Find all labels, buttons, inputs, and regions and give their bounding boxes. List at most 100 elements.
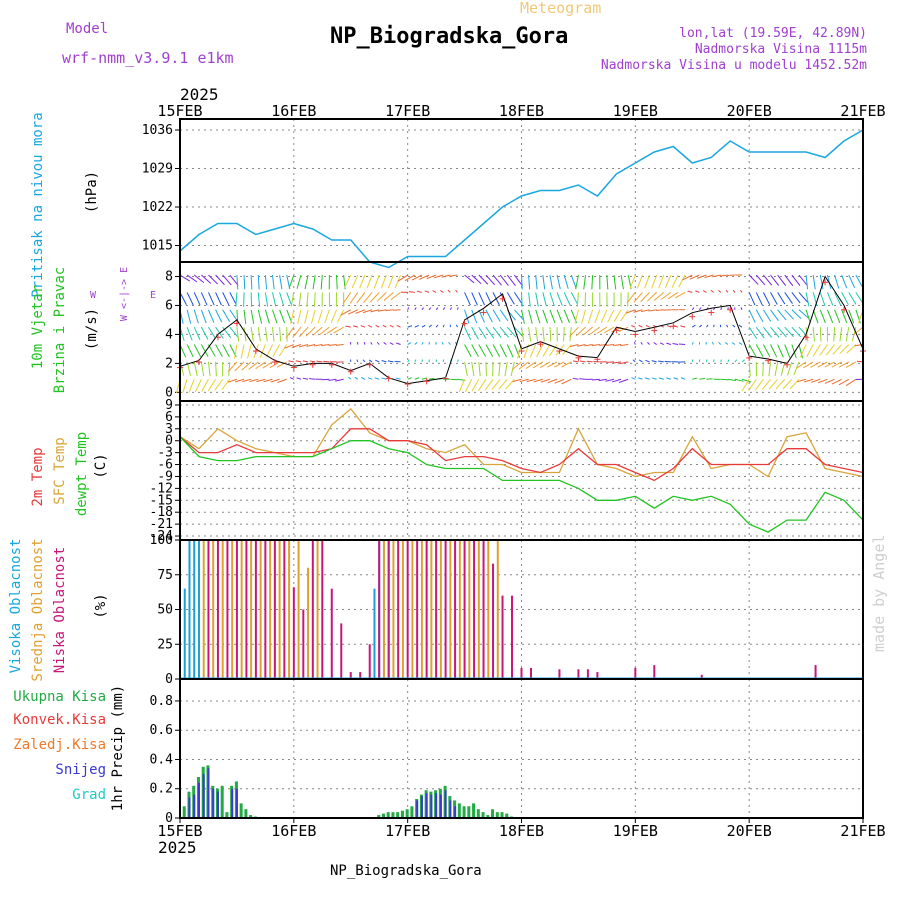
- wind-vector: [369, 360, 372, 362]
- wind-vector: [478, 379, 485, 390]
- wind-vector: [360, 275, 365, 288]
- pressure-ytick-label: 1015: [142, 239, 173, 254]
- wind-vector: [507, 292, 514, 304]
- wind-vector: [194, 292, 200, 305]
- wind-vector: [390, 343, 393, 345]
- precip-bar-snow: [203, 774, 205, 818]
- wind-vector: [712, 342, 713, 344]
- precip-ytick-label: 0.2: [150, 782, 173, 797]
- x-bottom-label: 21FEB: [840, 822, 885, 840]
- wind-vector: [595, 310, 600, 323]
- wind-vector: [585, 292, 586, 306]
- wind-vector: [350, 292, 358, 303]
- precip-bar-snow: [440, 795, 442, 818]
- footer-station: NP_Biogradska_Gora: [330, 863, 482, 879]
- cloud-ylabel-3: Niska Oblacnost: [52, 547, 68, 673]
- wind-vector: [536, 310, 540, 324]
- wind-vector: [827, 310, 832, 323]
- wind-vector: [564, 327, 565, 341]
- wind-vector: [699, 308, 701, 310]
- wind-vector: [756, 327, 764, 338]
- wind-vector: [771, 327, 780, 337]
- wind-vector: [726, 325, 727, 327]
- wind-vector: [792, 292, 800, 303]
- wind-vector: [692, 342, 693, 344]
- wind-vector: [216, 310, 222, 322]
- wind-vector: [601, 310, 607, 323]
- cloud-unit: (%): [93, 593, 109, 618]
- wind-vector: [536, 292, 539, 306]
- wind-vector: [465, 327, 471, 340]
- wind-vector: [388, 361, 393, 362]
- wind-vector: [390, 325, 394, 327]
- wind-vector: [778, 345, 784, 358]
- wind-vector: [645, 275, 650, 288]
- wind-vector: [763, 292, 769, 304]
- wind-vector: [575, 310, 578, 324]
- wind-vector: [778, 327, 787, 337]
- wind-vector: [637, 275, 642, 288]
- wind-vector: [280, 310, 285, 323]
- wind-vector: [258, 292, 259, 306]
- wind-vector: [749, 362, 750, 376]
- wind-vector: [692, 360, 693, 362]
- wind-vector: [486, 345, 493, 357]
- wind-vector: [692, 325, 695, 327]
- wind-vector: [422, 325, 425, 327]
- model-label: Model: [66, 21, 108, 37]
- wind-vector: [456, 290, 458, 292]
- wind-unit: (m/s): [84, 308, 100, 350]
- wind-vector: [443, 325, 444, 327]
- wind-vector: [408, 307, 409, 309]
- x-top-label: 19FEB: [613, 102, 658, 120]
- wind-vector: [537, 345, 543, 357]
- wind-vector: [628, 292, 629, 306]
- pressure-ylabel: Pritisak na nivou mora: [30, 112, 46, 297]
- precip-legend-frz: Zaledj.Kisa: [13, 737, 106, 753]
- wind-vector: [647, 342, 649, 344]
- precip-legend-conv: Konvek.Kisa: [13, 712, 106, 728]
- wind-vector: [711, 290, 714, 292]
- wind-vector: [417, 291, 422, 292]
- precip-bar-snow: [430, 795, 432, 818]
- wind-vector: [331, 310, 336, 323]
- x-bottom-label: 20FEB: [727, 822, 772, 840]
- wind-vector: [658, 361, 664, 362]
- wind-vector: [485, 379, 493, 390]
- wind-vector: [433, 291, 437, 293]
- wind-vector: [728, 275, 735, 276]
- wind-vector: [820, 292, 825, 305]
- wind-ytick-label: 8: [165, 269, 173, 284]
- wind-vector: [557, 275, 560, 289]
- precip-bar-snow: [454, 806, 456, 818]
- wind-vector: [820, 327, 821, 341]
- wind-vector: [493, 310, 500, 322]
- wind-vector: [353, 326, 358, 327]
- wind-vector: [778, 292, 785, 304]
- wind-vector: [265, 292, 267, 306]
- wind-vector: [280, 292, 284, 306]
- wind-vector: [820, 345, 828, 356]
- wind-vector: [514, 292, 522, 303]
- wind-vector: [783, 379, 792, 389]
- wind-vector: [223, 310, 230, 322]
- wind-vector: [208, 379, 215, 391]
- wind-vector: [666, 343, 671, 344]
- wind-vector: [187, 292, 193, 305]
- wind-vector: [486, 310, 492, 322]
- wind-vector: [329, 345, 337, 346]
- wind-vector: [571, 275, 576, 288]
- wind-vector: [479, 362, 480, 376]
- precip-bar-total: [183, 806, 186, 818]
- wind-vector: [564, 310, 569, 323]
- wind-vector: [415, 360, 416, 362]
- wind-vector: [415, 378, 419, 380]
- wind-vector: [465, 310, 469, 324]
- wind-vector: [329, 379, 337, 380]
- wind-vector: [443, 307, 445, 309]
- wind-vector: [699, 378, 705, 379]
- wind-vector: [557, 292, 562, 305]
- wind-vector: [564, 275, 568, 289]
- wind-vector: [183, 379, 187, 393]
